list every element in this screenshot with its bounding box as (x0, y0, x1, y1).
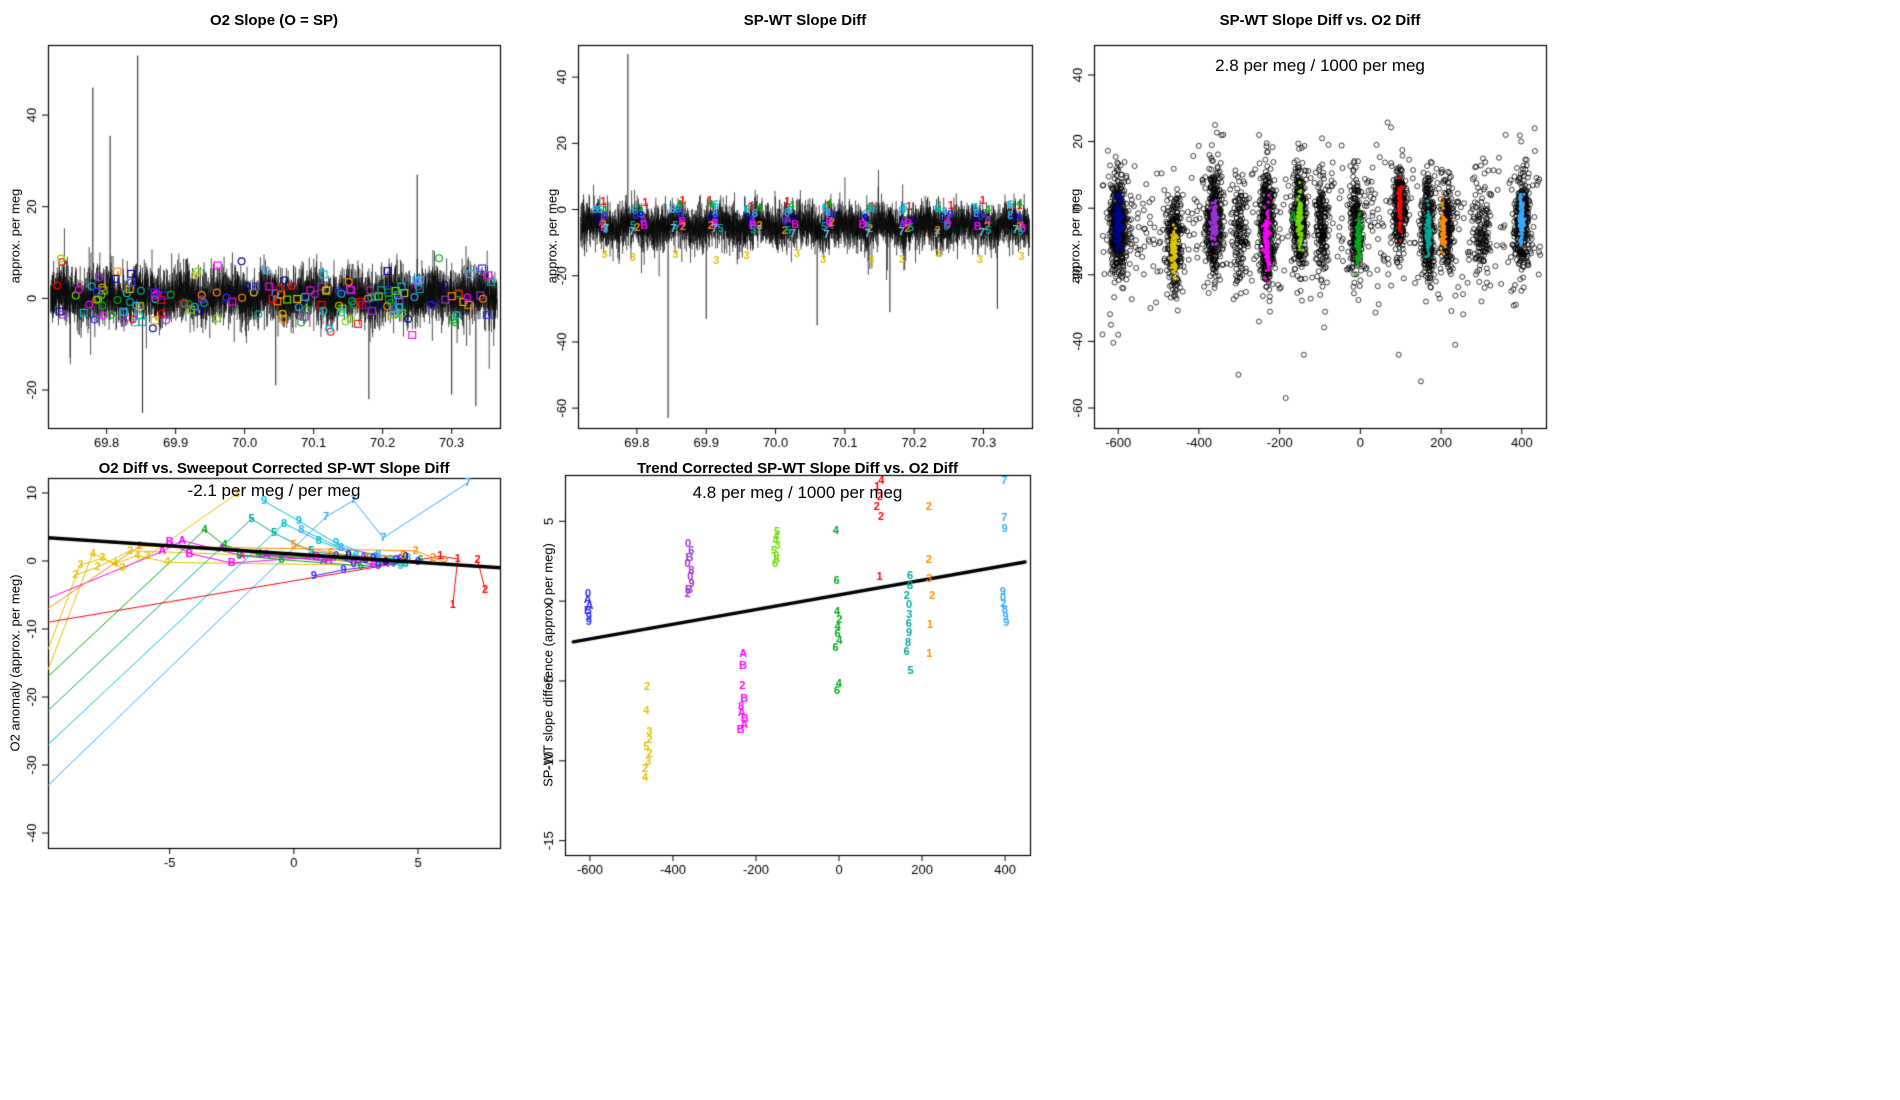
y-axis-label-trend-corrected: SP-WT slope difference (approx. per meg) (540, 543, 556, 787)
spwt-vs-o2-scatter-canvas (1070, 0, 1630, 460)
trend-corrected-plot-canvas (540, 460, 1080, 900)
panel-spwt-slope-diff: SP-WT Slope Diff approx. per meg (540, 0, 1080, 460)
chart-title-spwt-slope-diff: SP-WT Slope Diff (743, 12, 867, 29)
slope-annotation-o2-diff-vs-sweepout: -2.1 per meg / per meg (187, 481, 361, 500)
slope-annotation-spwt-vs-o2: 2.8 per meg / 1000 per meg (1215, 56, 1425, 75)
chart-title-spwt-vs-o2: SP-WT Slope Diff vs. O2 Diff (1219, 12, 1421, 29)
panel-trend-corrected: Trend Corrected SP-WT Slope Diff vs. O2 … (540, 460, 1080, 900)
chart-title-trend-corrected: Trend Corrected SP-WT Slope Diff vs. O2 … (637, 460, 958, 477)
chart-title-o2-diff-vs-sweepout: O2 Diff vs. Sweepout Corrected SP-WT Slo… (98, 460, 450, 477)
o2-diff-vs-sweepout-plot-canvas (0, 460, 540, 900)
o2-slope-plot-canvas (0, 0, 540, 460)
spwt-slope-diff-plot-canvas (540, 0, 1080, 460)
y-axis-label-o2-slope: approx. per meg (7, 188, 23, 284)
panel-spwt-vs-o2-diff: SP-WT Slope Diff vs. O2 Diff 2.8 per meg… (1067, 0, 1630, 460)
y-axis-label-spwt-slope-diff: approx. per meg (544, 188, 560, 284)
y-axis-label-o2-diff-vs-sweepout: O2 anomaly (approx. per meg) (7, 574, 23, 752)
chart-title-o2-slope: O2 Slope (O = SP) (210, 12, 338, 29)
panel-o2-diff-vs-sweepout: O2 Diff vs. Sweepout Corrected SP-WT Slo… (0, 460, 540, 900)
slope-annotation-trend-corrected: 4.8 per meg / 1000 per meg (692, 483, 903, 502)
panel-o2-slope: O2 Slope (O = SP) approx. per meg (0, 0, 540, 460)
y-axis-label-spwt-vs-o2: approx. per meg (1067, 188, 1083, 284)
